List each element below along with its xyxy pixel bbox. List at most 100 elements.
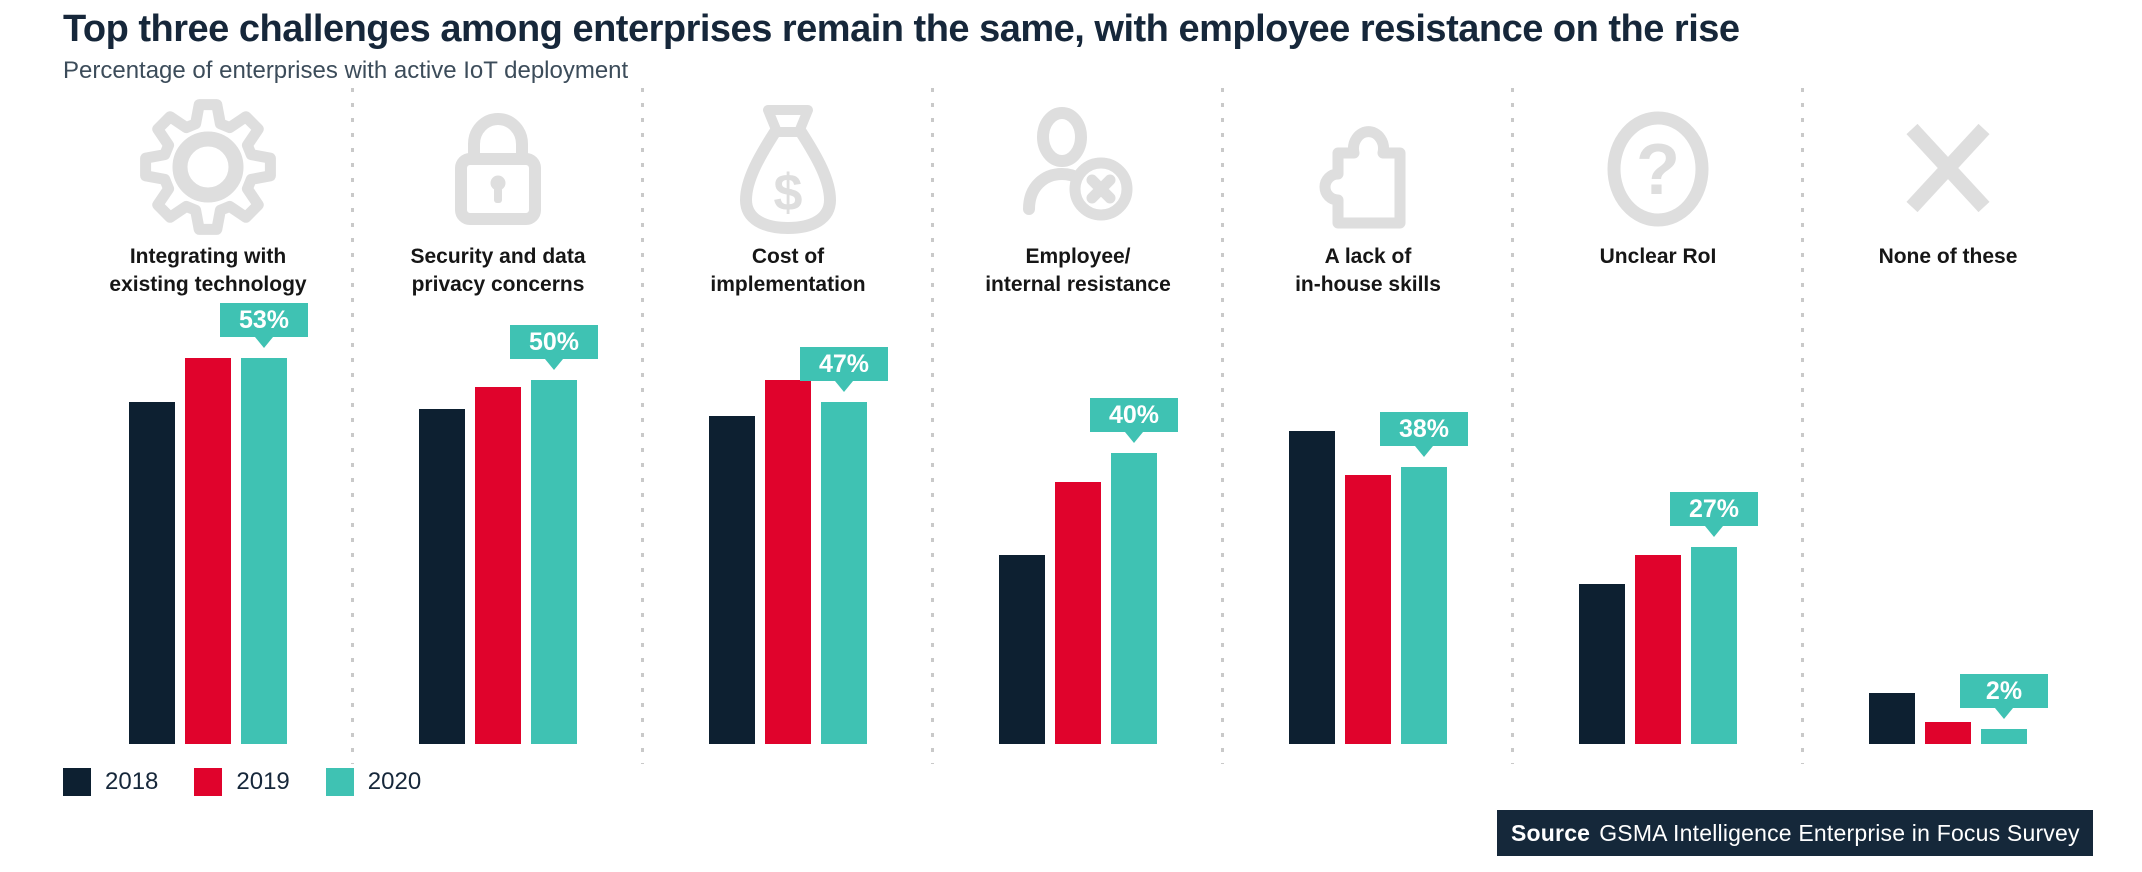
category-label-line: privacy concerns: [411, 273, 585, 296]
chart-header: Top three challenges among enterprises r…: [63, 8, 1740, 85]
bar-2019: [1055, 482, 1101, 744]
puzzle-icon: [1319, 126, 1406, 229]
value-callout-badge: 53%: [220, 303, 308, 348]
value-callout-badge: 40%: [1090, 398, 1178, 443]
bar-2020: [1981, 729, 2027, 744]
svg-text:$: $: [774, 164, 803, 222]
legend-swatch: [325, 768, 354, 796]
bar-2018: [709, 416, 755, 744]
category-label-line: internal resistance: [985, 273, 1171, 296]
category-label: Cost of implementation: [643, 243, 933, 299]
category-column: Employee/internal resistance 40%: [933, 88, 1223, 770]
bar-2020: [531, 380, 577, 744]
bar-2020: [1691, 547, 1737, 744]
bar-2019: [475, 387, 521, 744]
chart-legend: 2018 2019 2020: [63, 768, 421, 796]
category-column: ? Unclear RoI 27%: [1513, 88, 1803, 770]
category-icon-box: [63, 94, 353, 240]
bar-2018: [419, 409, 465, 744]
category-icon-box: [1223, 94, 1513, 240]
category-label-line: implementation: [710, 273, 866, 296]
bar-2018: [1289, 431, 1335, 744]
callout-value: 53%: [238, 305, 290, 334]
column-divider: [351, 88, 354, 764]
lock-icon: [455, 113, 541, 225]
category-label: Security and data privacy concerns: [353, 243, 643, 299]
category-label-line: Integrating with: [129, 245, 287, 268]
bar-2020: [241, 358, 287, 744]
category-label: Integrating with existing technology: [63, 243, 353, 299]
column-divider: [1801, 88, 1804, 764]
category-icon-box: [353, 94, 643, 240]
column-divider: [1221, 88, 1224, 764]
money-bag-icon: $: [739, 105, 837, 235]
value-callout-badge: 50%: [510, 325, 598, 370]
callout-value: 27%: [1688, 494, 1740, 523]
category-icon-box: [1803, 94, 2093, 240]
category-column: A lack of in-house skills 38%: [1223, 88, 1513, 770]
callout-value: 38%: [1398, 414, 1450, 443]
category-column: $ Cost of implementation 47%: [643, 88, 933, 770]
source-label: Source: [1511, 819, 1591, 846]
category-label-line: Unclear RoI: [1599, 245, 1717, 268]
bar-2018: [1869, 693, 1915, 744]
category-label: Employee/internal resistance: [933, 243, 1223, 299]
bar-2019: [765, 380, 811, 744]
grouped-bar-chart: Integrating with existing technology 53% S…: [63, 88, 2093, 770]
callout-value: 2%: [1985, 676, 2023, 705]
bar-2020: [1111, 453, 1157, 744]
source-box: Source GSMA Intelligence Enterprise in F…: [1497, 810, 2093, 856]
category-label-line: in-house skills: [1295, 273, 1441, 296]
bar-2020: [821, 402, 867, 744]
category-column: None of these 2%: [1803, 88, 2093, 770]
callout-value: 50%: [528, 327, 580, 356]
bar-2019: [1345, 475, 1391, 744]
value-callout-badge: 47%: [800, 347, 888, 392]
callout-value: 47%: [818, 349, 870, 378]
legend-label: 2020: [367, 768, 422, 795]
legend-swatch: [194, 768, 223, 796]
column-divider: [641, 88, 644, 764]
source-text: GSMA Intelligence Enterprise in Focus Su…: [1599, 819, 2080, 846]
bar-2019: [1925, 722, 1971, 744]
user-x-icon: [1023, 107, 1133, 221]
gear-icon: [140, 99, 276, 235]
column-divider: [1511, 88, 1514, 764]
bar-2018: [1579, 584, 1625, 744]
value-callout-badge: 2%: [1960, 674, 2048, 719]
value-callout-badge: 38%: [1380, 412, 1468, 457]
category-label-line: existing technology: [109, 273, 307, 296]
bar-2019: [185, 358, 231, 744]
bar-2018: [999, 555, 1045, 744]
column-divider: [931, 88, 934, 764]
bar-2020: [1401, 467, 1447, 744]
category-label-line: Employee/: [1025, 245, 1131, 268]
category-label-line: Security and data: [410, 245, 586, 268]
category-label-line: Cost of: [751, 245, 825, 268]
x-cross-icon: [1906, 123, 1990, 213]
category-label-line: None of these: [1878, 245, 2018, 268]
svg-text:?: ?: [1636, 130, 1680, 210]
chart-title: Top three challenges among enterprises r…: [63, 8, 1740, 50]
category-icon-box: [933, 94, 1223, 240]
legend-item-2019: 2019: [194, 768, 290, 796]
value-callout-badge: 27%: [1670, 492, 1758, 537]
question-icon: ?: [1607, 111, 1709, 227]
chart-subtitle: Percentage of enterprises with active Io…: [63, 56, 629, 84]
category-label: None of these: [1803, 243, 2093, 271]
category-column: Security and data privacy concerns 50%: [353, 88, 643, 770]
category-column: Integrating with existing technology 53%: [63, 88, 353, 770]
callout-value: 40%: [1108, 400, 1160, 429]
legend-item-2018: 2018: [63, 768, 158, 796]
legend-swatch: [63, 768, 91, 796]
category-label: Unclear RoI: [1513, 243, 1803, 271]
category-label: A lack of in-house skills: [1223, 243, 1513, 299]
bar-2019: [1635, 555, 1681, 744]
legend-item-2020: 2020: [325, 768, 422, 796]
category-label-line: A lack of: [1324, 245, 1412, 268]
category-icon-box: $: [643, 94, 933, 240]
legend-label: 2019: [236, 768, 290, 795]
legend-label: 2018: [105, 768, 159, 795]
bar-2018: [129, 402, 175, 744]
